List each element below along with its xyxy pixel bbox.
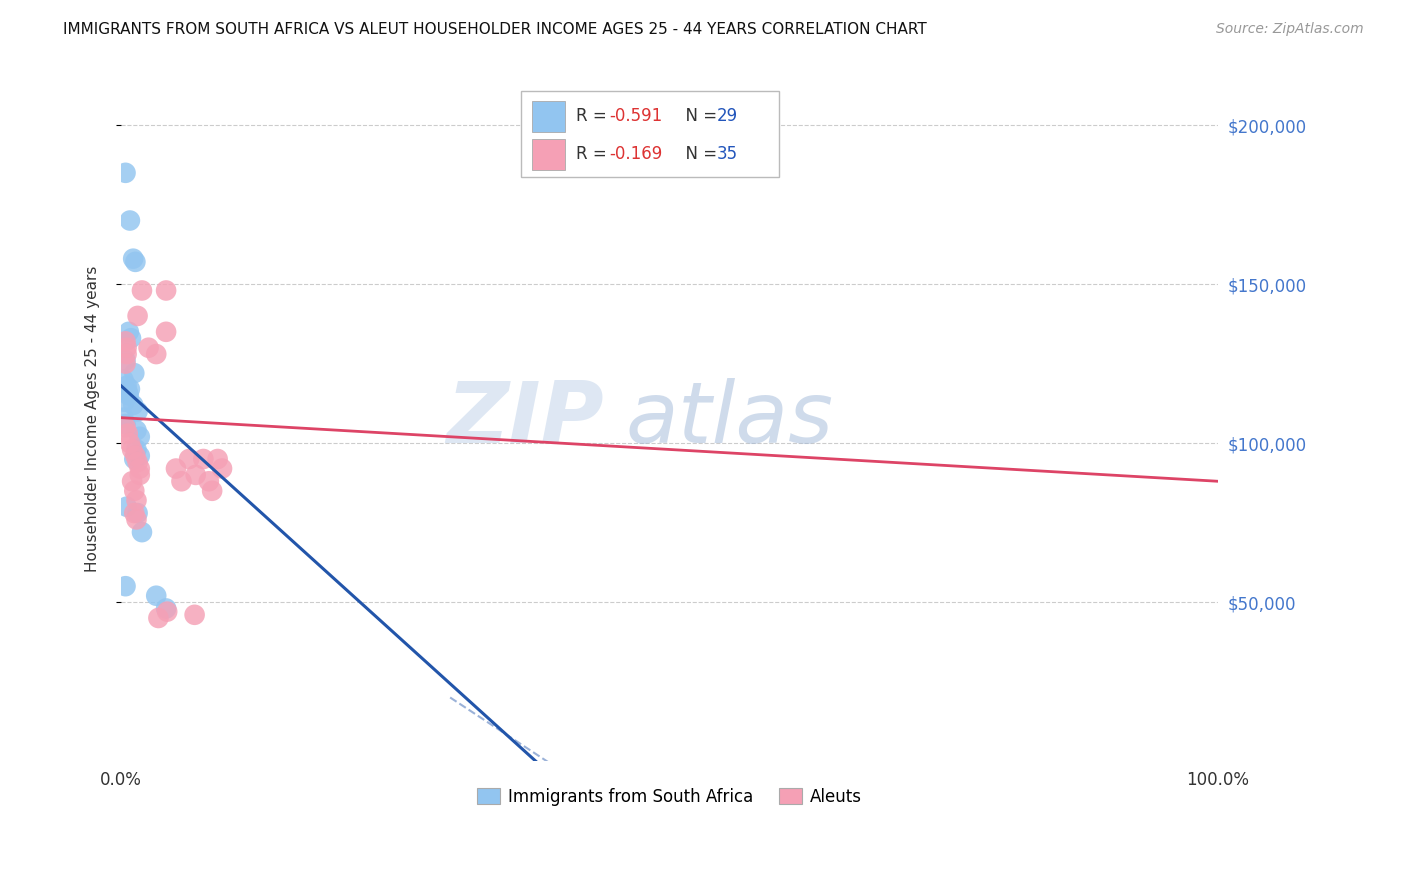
Point <box>145 589 167 603</box>
Point <box>114 334 136 349</box>
Text: -0.169: -0.169 <box>609 145 662 163</box>
Text: 35: 35 <box>717 145 738 163</box>
FancyBboxPatch shape <box>533 102 565 132</box>
Point <box>148 611 170 625</box>
Text: 29: 29 <box>717 107 738 126</box>
Point <box>124 449 146 463</box>
Point <box>114 357 136 371</box>
Point <box>121 442 143 457</box>
Point <box>118 382 141 396</box>
Point <box>128 430 150 444</box>
Point <box>124 452 146 467</box>
Point <box>138 341 160 355</box>
Point <box>128 449 150 463</box>
Point <box>211 461 233 475</box>
Point <box>183 607 205 622</box>
Point <box>124 366 146 380</box>
Point <box>114 417 136 431</box>
Point <box>124 483 146 498</box>
Point <box>127 309 149 323</box>
FancyBboxPatch shape <box>533 139 565 169</box>
Point <box>207 452 229 467</box>
Point <box>118 325 141 339</box>
Point <box>122 252 145 266</box>
Point <box>131 284 153 298</box>
Point <box>156 605 179 619</box>
Point <box>117 426 139 441</box>
Point <box>127 404 149 418</box>
Point <box>184 467 207 482</box>
Point <box>131 525 153 540</box>
Point <box>115 347 138 361</box>
Text: IMMIGRANTS FROM SOUTH AFRICA VS ALEUT HOUSEHOLDER INCOME AGES 25 - 44 YEARS CORR: IMMIGRANTS FROM SOUTH AFRICA VS ALEUT HO… <box>63 22 927 37</box>
Point <box>118 213 141 227</box>
Legend: Immigrants from South Africa, Aleuts: Immigrants from South Africa, Aleuts <box>468 780 870 814</box>
Text: R =: R = <box>576 107 612 126</box>
Point <box>155 325 177 339</box>
Point <box>118 436 141 450</box>
Point <box>114 579 136 593</box>
Point <box>125 423 148 437</box>
Point <box>115 379 138 393</box>
Point <box>112 410 135 425</box>
Point <box>112 372 135 386</box>
Y-axis label: Householder Income Ages 25 - 44 years: Householder Income Ages 25 - 44 years <box>86 266 100 573</box>
Point <box>122 398 145 412</box>
Text: ZIP: ZIP <box>446 377 603 461</box>
Point <box>127 506 149 520</box>
Point <box>115 341 138 355</box>
Point <box>124 255 146 269</box>
Point <box>112 394 135 409</box>
Point <box>125 442 148 457</box>
Point <box>201 483 224 498</box>
Text: N =: N = <box>675 145 723 163</box>
Point <box>128 461 150 475</box>
Point <box>170 475 193 489</box>
Point <box>117 385 139 400</box>
Point <box>124 506 146 520</box>
Point <box>179 452 201 467</box>
Point <box>193 452 215 467</box>
Point <box>145 347 167 361</box>
Point <box>118 388 141 402</box>
Point <box>114 166 136 180</box>
Text: Source: ZipAtlas.com: Source: ZipAtlas.com <box>1216 22 1364 37</box>
Point <box>128 467 150 482</box>
Point <box>127 455 149 469</box>
Point <box>121 475 143 489</box>
Text: -0.591: -0.591 <box>609 107 662 126</box>
Point <box>114 420 136 434</box>
Text: R =: R = <box>576 145 612 163</box>
Point <box>155 284 177 298</box>
Point <box>198 475 221 489</box>
Point <box>115 500 138 514</box>
Text: atlas: atlas <box>626 377 834 461</box>
Point <box>125 512 148 526</box>
Text: N =: N = <box>675 107 723 126</box>
Point <box>165 461 187 475</box>
Point <box>125 493 148 508</box>
Point <box>155 601 177 615</box>
Point <box>114 353 136 368</box>
FancyBboxPatch shape <box>522 91 779 177</box>
Point <box>120 331 142 345</box>
